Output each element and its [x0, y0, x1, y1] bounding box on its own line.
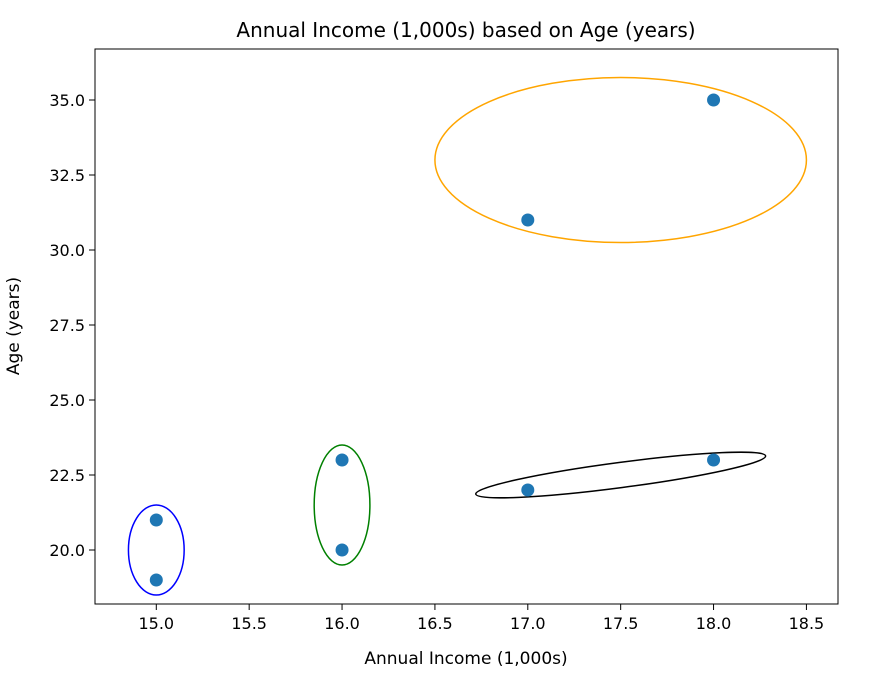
y-axis-ticks: 20.0 22.5 25.0 27.5 30.0 32.5 35.0	[49, 91, 95, 560]
axes-frame	[94, 48, 839, 605]
chart-title: Annual Income (1,000s) based on Age (yea…	[236, 18, 695, 42]
plot-area	[127, 76, 808, 596]
data-point-7	[521, 213, 535, 227]
y-tick-label: 35.0	[49, 91, 85, 110]
cluster-outline-3	[474, 451, 767, 499]
x-axis-ticks: 15.0 15.5 16.0 16.5 17.0 17.5 18.0 18.5	[138, 604, 824, 633]
data-point-4	[335, 453, 349, 467]
cluster-outline-4	[434, 76, 808, 244]
data-point-1	[149, 573, 163, 587]
x-tick-label: 15.0	[138, 614, 174, 633]
data-point-5	[521, 483, 535, 497]
x-tick-label: 18.0	[696, 614, 732, 633]
y-tick-label: 32.5	[49, 166, 85, 185]
cluster-outline-1	[127, 504, 185, 596]
y-axis-label: Age (years)	[4, 277, 24, 375]
data-point-2	[149, 513, 163, 527]
x-axis-label: Annual Income (1,000s)	[364, 649, 567, 669]
x-tick-label: 18.5	[789, 614, 825, 633]
x-tick-label: 17.5	[603, 614, 639, 633]
x-tick-label: 17.0	[510, 614, 546, 633]
x-tick-label: 15.5	[231, 614, 267, 633]
y-tick-label: 25.0	[49, 391, 85, 410]
y-tick-label: 27.5	[49, 316, 85, 335]
y-tick-label: 20.0	[49, 541, 85, 560]
data-point-6	[707, 453, 721, 467]
cluster-outline-2	[313, 444, 371, 566]
y-tick-label: 22.5	[49, 466, 85, 485]
x-tick-label: 16.5	[417, 614, 453, 633]
data-point-3	[335, 543, 349, 557]
y-tick-label: 30.0	[49, 241, 85, 260]
data-point-8	[707, 93, 721, 107]
x-tick-label: 16.0	[324, 614, 360, 633]
